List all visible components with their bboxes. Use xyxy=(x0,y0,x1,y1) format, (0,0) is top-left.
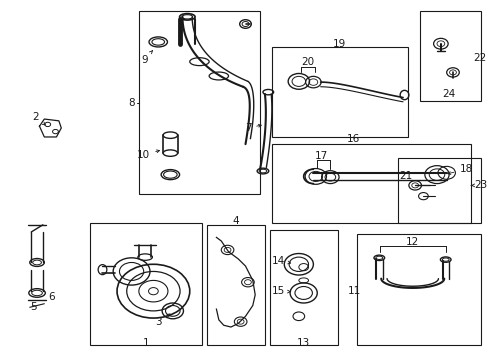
Text: 1: 1 xyxy=(142,338,149,348)
Text: 18: 18 xyxy=(447,164,472,174)
Bar xyxy=(139,12,260,194)
Bar xyxy=(397,158,480,223)
Text: 24: 24 xyxy=(442,89,455,99)
Text: 21: 21 xyxy=(398,171,411,181)
Bar xyxy=(356,234,480,345)
Text: 17: 17 xyxy=(314,150,327,161)
Text: 23: 23 xyxy=(470,180,486,190)
Text: 16: 16 xyxy=(346,134,360,144)
Text: 20: 20 xyxy=(301,57,314,67)
Bar xyxy=(419,12,480,101)
Circle shape xyxy=(148,288,158,295)
Bar xyxy=(206,225,264,345)
Text: 9: 9 xyxy=(141,51,152,65)
Text: 22: 22 xyxy=(472,53,485,63)
Text: 11: 11 xyxy=(347,286,361,296)
Bar xyxy=(90,223,202,345)
Text: 6: 6 xyxy=(48,292,55,302)
Text: 14: 14 xyxy=(271,256,290,266)
Text: 7: 7 xyxy=(244,123,261,133)
Text: 15: 15 xyxy=(271,286,290,296)
Text: 3: 3 xyxy=(155,314,170,327)
Text: 13: 13 xyxy=(296,338,310,348)
Bar xyxy=(269,230,337,345)
Text: 10: 10 xyxy=(137,150,159,160)
Text: 5: 5 xyxy=(30,302,37,312)
Text: 12: 12 xyxy=(406,237,419,247)
Text: 4: 4 xyxy=(232,216,239,226)
Text: 8: 8 xyxy=(128,98,135,108)
Text: 2: 2 xyxy=(32,112,45,125)
Bar xyxy=(272,47,407,137)
Text: 19: 19 xyxy=(332,39,345,49)
Bar xyxy=(272,144,470,223)
